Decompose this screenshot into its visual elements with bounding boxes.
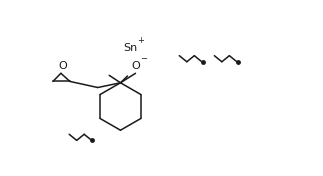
Text: Sn: Sn	[123, 43, 138, 53]
Text: +: +	[138, 36, 144, 45]
Text: −: −	[141, 54, 148, 63]
Text: O: O	[131, 61, 140, 71]
Text: O: O	[58, 61, 67, 71]
